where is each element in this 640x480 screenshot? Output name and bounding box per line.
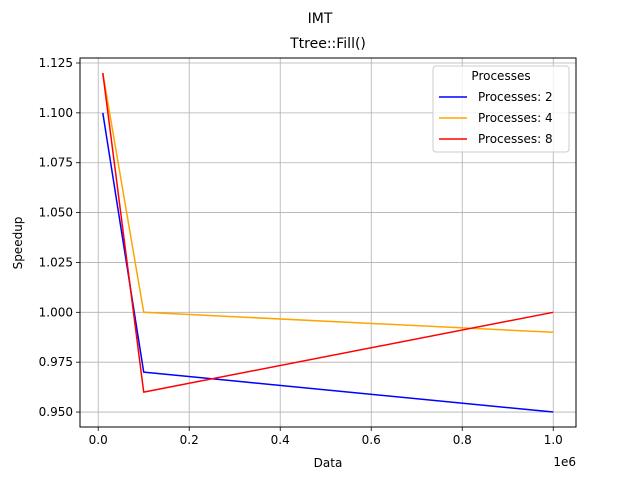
y-tick-label: 0.975 [39,355,73,369]
series-lines [102,72,554,413]
y-tick-label: 1.000 [39,305,73,319]
x-axis-offset-label: 1e6 [553,455,576,469]
y-tick-label: 0.950 [39,405,73,419]
figure-suptitle: IMT [308,11,333,27]
y-axis-label: Speedup [11,217,25,270]
y-axis-ticks: 0.950 0.975 1.000 1.025 1.050 1.075 1.100 1.125 [39,56,80,419]
x-tick-label: 1.0 [544,433,563,447]
legend: Processes Processes: 2 Processes: 4 Proces… [432,65,570,153]
legend-entry-label: Processes: 4 [478,111,553,125]
x-axis-ticks: 0.0 0.2 0.4 0.6 0.8 1.0 [89,427,563,447]
x-tick-label: 0.8 [453,433,472,447]
series-line [102,72,554,334]
x-tick-label: 0.2 [180,433,199,447]
legend-entry-label: Processes: 2 [478,90,553,104]
x-tick-label: 0.4 [271,433,290,447]
x-axis-label: Data [314,456,343,470]
legend-title: Processes [471,69,530,83]
legend-entry-label: Processes: 8 [478,132,553,146]
x-tick-label: 0.0 [89,433,108,447]
y-tick-label: 1.050 [39,206,73,220]
series-line [102,112,554,413]
series-line [102,72,554,393]
y-tick-label: 1.075 [39,156,73,170]
y-tick-label: 1.125 [39,56,73,70]
legend-box [432,65,570,153]
x-tick-label: 0.6 [362,433,381,447]
y-tick-label: 1.100 [39,106,73,120]
y-tick-label: 1.025 [39,255,73,269]
chart-title: Ttree::Fill() [289,36,366,52]
plot-frame [79,57,577,428]
